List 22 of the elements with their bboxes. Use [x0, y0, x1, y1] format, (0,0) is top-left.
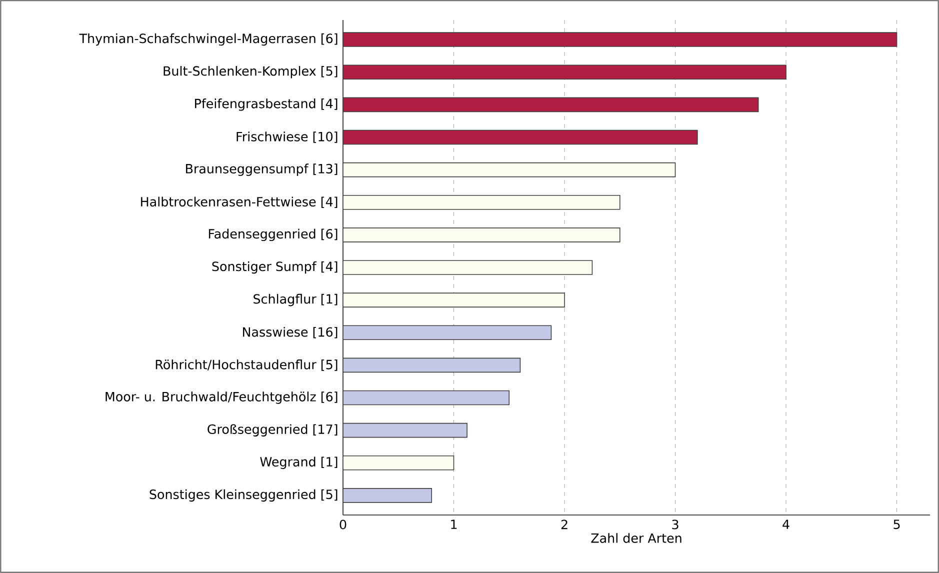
- x-tick-label: 2: [561, 520, 568, 530]
- x-tick-label: 1: [451, 520, 457, 529]
- y-tick-label: Halbtrockenrasen-Fettwiese [4]: [141, 196, 338, 208]
- y-tick-label: Schlagflur [1]: [254, 294, 338, 306]
- y-tick-label: Frischwiese [10]: [236, 132, 338, 143]
- y-tick-label: Nasswiese [16]: [243, 326, 338, 338]
- y-tick-label: Braunseggensumpf [13]: [186, 164, 338, 176]
- x-tick-label: 0: [340, 520, 346, 530]
- y-tick-label: Sonstiges Kleinseggenried [5]: [150, 489, 338, 502]
- x-tick-label: 5: [894, 520, 900, 530]
- y-tick-label: Wegrand [1]: [260, 456, 338, 470]
- x-tick-label: 3: [672, 520, 678, 530]
- y-tick-label: Thymian-Schafschwingel-Magerrasen [6]: [79, 33, 338, 46]
- y-tick-label: Röhricht/Hochstaudenflur [5]: [156, 360, 338, 371]
- x-axis-title: Zahl der Arten: [591, 533, 682, 543]
- y-tick-label: Bult-Schlenken-Komplex [5]: [164, 66, 338, 78]
- x-tick-label: 4: [782, 520, 790, 529]
- y-tick-label: Moor- u. Bruchwald/Feuchtgehölz [6]: [106, 392, 338, 404]
- y-tick-label: Großseggenried [17]: [208, 424, 338, 436]
- y-tick-label: Fadenseggenried [6]: [208, 228, 338, 242]
- y-tick-label: Pfeifengrasbestand [4]: [195, 98, 338, 111]
- y-tick-label: Sonstiger Sumpf [4]: [212, 261, 338, 274]
